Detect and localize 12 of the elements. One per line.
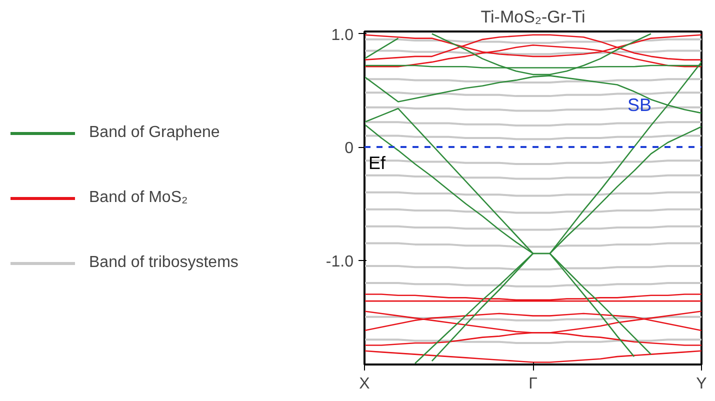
legend-label: Band of MoS₂ <box>89 188 188 206</box>
ref-line-label: Ef <box>368 153 387 174</box>
x-tick-label: Γ <box>528 376 538 392</box>
x-tick-label: Y <box>696 376 708 392</box>
y-tick-label: 1.0 <box>331 26 354 44</box>
x-tick-label: X <box>359 376 370 392</box>
y-tick-label: -1.0 <box>326 253 354 270</box>
legend-label: Band of tribosystems <box>89 254 238 272</box>
y-tick-label: 0 <box>344 140 354 158</box>
legend-label: Band of Graphene <box>89 124 220 142</box>
annotation: SB <box>627 95 652 116</box>
chart-title: Ti-MoS₂-Gr-Ti <box>480 8 586 26</box>
